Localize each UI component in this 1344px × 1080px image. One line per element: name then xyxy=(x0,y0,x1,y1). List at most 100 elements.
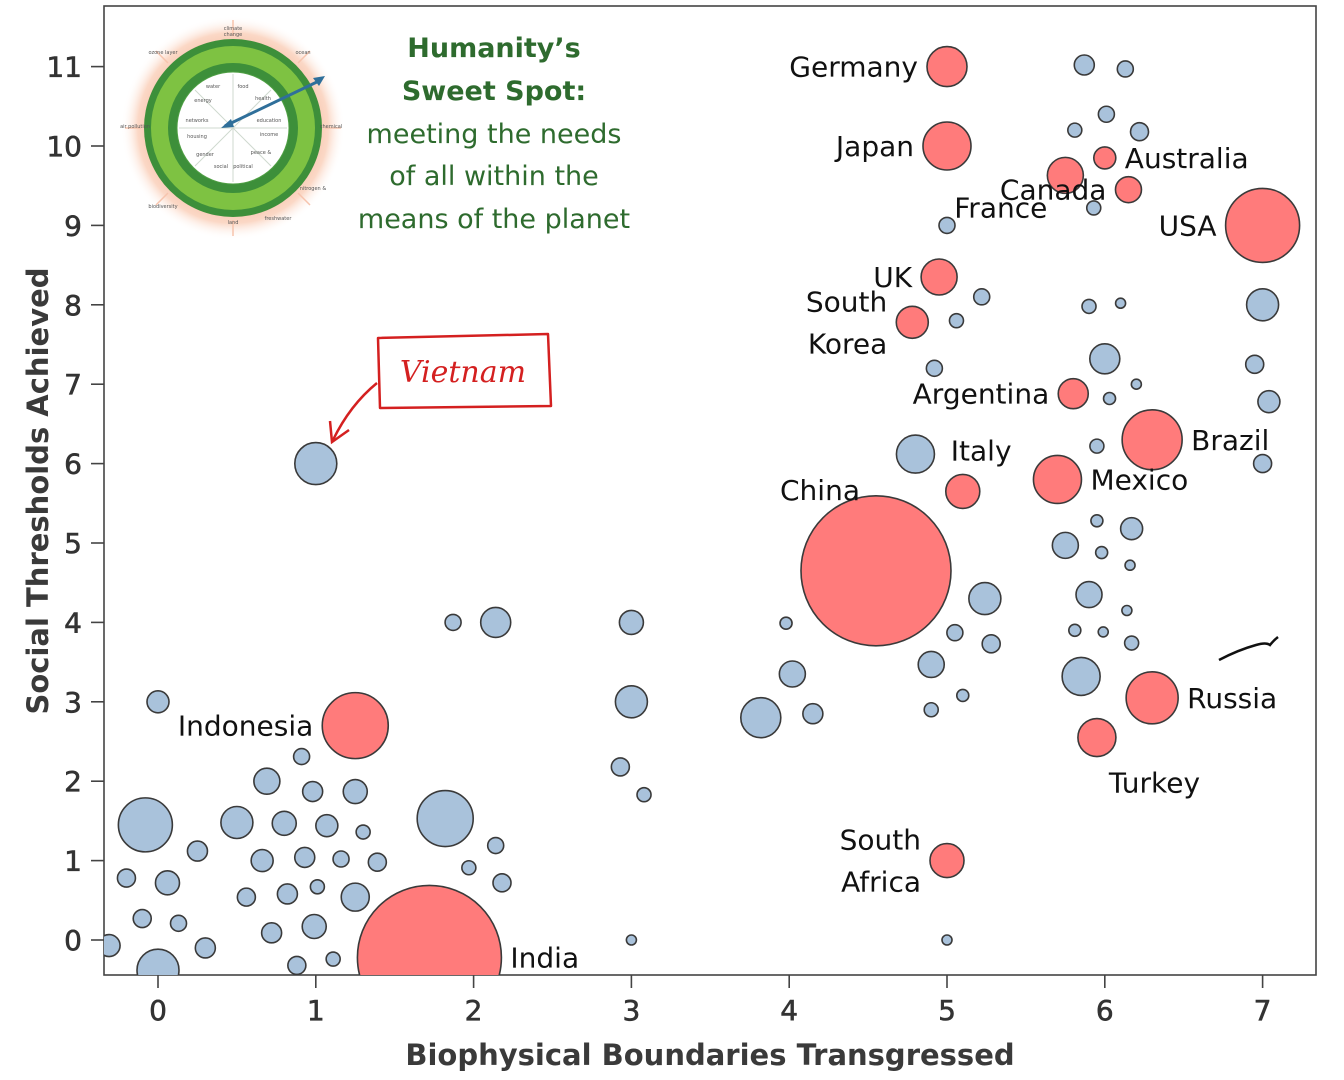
svg-text:social: social xyxy=(214,164,228,170)
data-point-highlighted xyxy=(1032,454,1083,505)
data-point xyxy=(104,933,121,958)
country-label: China xyxy=(780,474,860,507)
data-point xyxy=(1097,105,1116,124)
data-point-highlighted xyxy=(926,45,968,88)
data-point xyxy=(968,581,1002,616)
subtitle-line-1: meeting the needs xyxy=(367,119,622,150)
country-label: USA xyxy=(1159,209,1217,242)
svg-text:energy: energy xyxy=(194,98,211,104)
data-point xyxy=(981,634,1001,654)
country-label: Russia xyxy=(1187,682,1277,715)
svg-text:ocean: ocean xyxy=(295,50,310,56)
vietnam-callout: Vietnam xyxy=(328,332,553,445)
country-label: Brazil xyxy=(1191,424,1269,457)
svg-text:freshwater: freshwater xyxy=(265,216,293,222)
country-label: France xyxy=(954,191,1047,224)
x-tick-label: 7 xyxy=(1254,994,1272,1027)
data-point-highlighted xyxy=(922,121,972,171)
data-point xyxy=(636,786,652,803)
data-point xyxy=(220,805,254,840)
data-point xyxy=(1244,354,1265,375)
data-point xyxy=(116,868,137,888)
pen-scribble xyxy=(1218,636,1279,662)
data-point xyxy=(1073,54,1096,76)
data-point xyxy=(416,789,474,848)
svg-text:nitrogen &: nitrogen & xyxy=(300,186,327,192)
data-point xyxy=(117,797,174,853)
data-point-highlighted xyxy=(1114,175,1143,204)
data-point xyxy=(972,288,991,306)
data-point xyxy=(325,951,341,967)
data-point xyxy=(461,859,477,876)
data-point xyxy=(1097,626,1110,638)
callout-box xyxy=(376,332,553,410)
svg-text:housing: housing xyxy=(187,134,207,140)
data-point xyxy=(779,616,793,630)
svg-text:change: change xyxy=(224,32,242,38)
title-line-2: Sweet Spot: xyxy=(402,76,586,107)
title-line-1: Humanity’s xyxy=(407,33,580,64)
data-point xyxy=(1094,545,1109,560)
data-point xyxy=(802,702,824,725)
data-point xyxy=(1068,623,1082,638)
callout-arrow xyxy=(331,382,378,441)
data-point xyxy=(236,887,257,907)
data-point xyxy=(253,767,281,796)
data-point xyxy=(1081,298,1097,315)
data-point xyxy=(444,613,462,632)
data-point xyxy=(1075,580,1103,609)
x-tick-label: 5 xyxy=(938,994,956,1027)
country-label: India xyxy=(510,941,579,974)
y-axis-ticks: 0 1 2 3 4 5 6 7 8 9 10 11 xyxy=(46,50,104,957)
data-point xyxy=(136,948,180,975)
data-point xyxy=(309,879,326,895)
subtitle-line-3: means of the planet xyxy=(358,204,630,235)
data-point-highlighted xyxy=(1093,146,1117,170)
country-label: Australia xyxy=(1125,142,1249,175)
data-point-highlighted xyxy=(1057,377,1090,410)
data-point xyxy=(250,848,274,873)
data-point xyxy=(923,701,940,718)
data-point xyxy=(941,934,953,946)
doughnut-economics-logo: climate change ozone layer ocean air pol… xyxy=(120,16,345,240)
country-label: Italy xyxy=(951,434,1012,467)
callout-arrowhead xyxy=(328,420,350,445)
svg-text:gender: gender xyxy=(196,152,215,158)
data-point xyxy=(367,852,388,872)
data-point-highlighted xyxy=(1224,187,1301,264)
data-point-highlighted xyxy=(1046,156,1085,195)
svg-text:chemical: chemical xyxy=(320,124,342,130)
data-point xyxy=(301,780,324,803)
svg-text:political: political xyxy=(233,164,253,170)
data-point-highlighted xyxy=(1077,717,1117,758)
data-point xyxy=(1061,656,1101,697)
data-point xyxy=(486,836,505,855)
y-tick-label: 11 xyxy=(46,51,82,84)
data-point xyxy=(332,850,350,868)
data-point-highlighted xyxy=(929,842,965,879)
country-label: Indonesia xyxy=(178,710,313,743)
data-point xyxy=(1123,635,1140,651)
data-point xyxy=(287,955,307,975)
svg-text:air pollution: air pollution xyxy=(120,124,150,130)
data-point xyxy=(1252,453,1273,474)
y-tick-label: 1 xyxy=(64,845,82,878)
data-point xyxy=(925,359,944,378)
data-point xyxy=(315,813,339,838)
data-point xyxy=(1102,391,1117,406)
x-axis-ticks: 0 1 2 3 4 5 6 7 xyxy=(149,975,1272,1027)
data-point xyxy=(1116,60,1135,78)
svg-text:peace &: peace & xyxy=(251,150,272,156)
svg-text:food: food xyxy=(237,84,248,90)
data-point xyxy=(301,913,328,940)
data-point-highlighted xyxy=(800,494,952,647)
svg-text:climate: climate xyxy=(224,26,243,32)
data-point xyxy=(1124,559,1136,572)
country-label: Africa xyxy=(841,866,921,899)
data-point xyxy=(340,882,371,912)
data-point xyxy=(778,660,807,688)
y-tick-label: 8 xyxy=(64,289,82,322)
data-point xyxy=(342,778,369,805)
data-point xyxy=(260,922,283,944)
subtitle-line-2: of all within the xyxy=(389,161,599,192)
